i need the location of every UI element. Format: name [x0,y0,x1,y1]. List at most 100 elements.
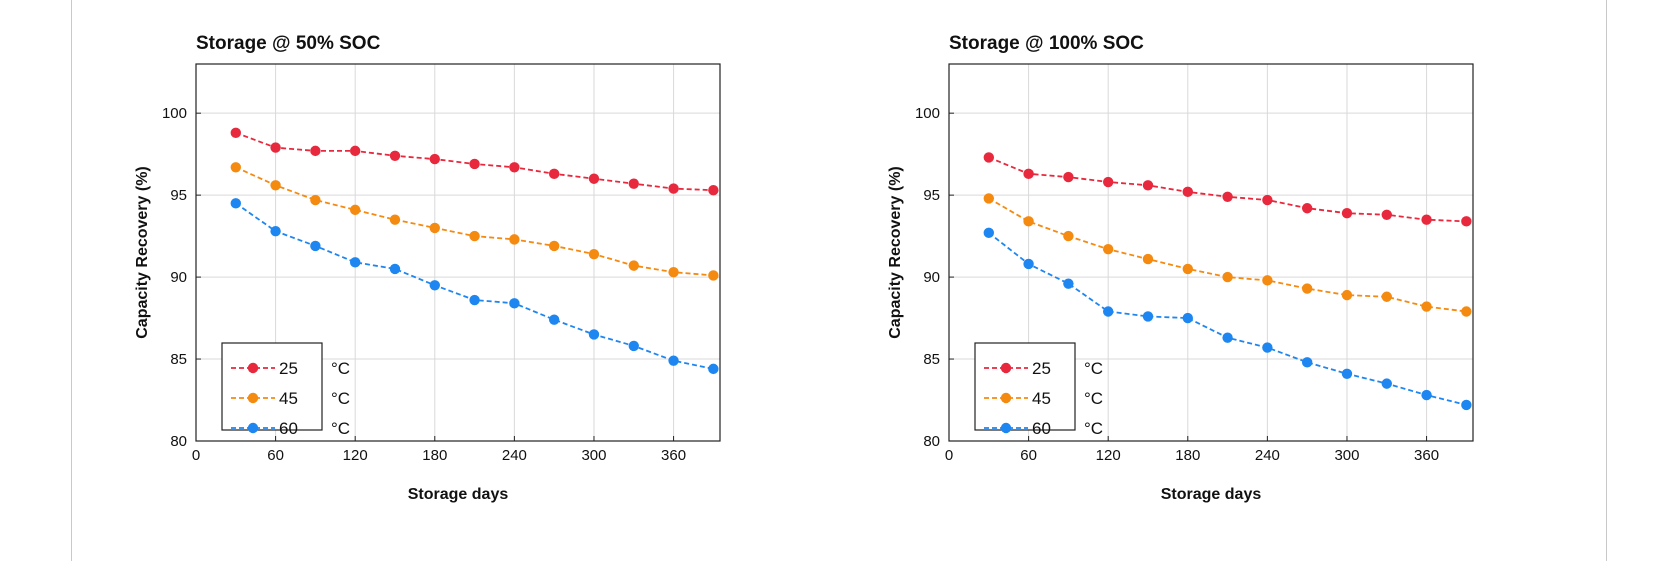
data-point-45 [1063,230,1074,242]
plot-area [948,63,1474,442]
legend-marker-45 [247,392,259,404]
chart-title: Storage @ 50% SOC [196,33,381,54]
data-point-60 [708,363,719,375]
data-point-60 [628,340,639,352]
data-point-45 [310,194,321,206]
data-point-25 [1341,207,1353,219]
data-point-25 [588,173,600,184]
y-tick-label: 90 [923,269,940,286]
legend-box [221,342,323,431]
data-point-60 [588,329,600,340]
y-tick-label: 85 [170,351,187,368]
data-point-45 [270,180,281,191]
legend-label-25: 25 [279,359,298,378]
data-point-60 [1421,389,1432,401]
data-point-25 [628,178,639,189]
data-point-45 [1142,253,1154,265]
data-point-45 [230,162,241,173]
x-tick-label: 120 [1096,447,1121,464]
y-tick-label: 80 [170,433,187,450]
y-tick-label: 100 [915,105,940,122]
data-point-60 [270,225,281,237]
data-point-60 [1222,332,1233,343]
legend-unit-25: °C [1084,359,1103,378]
data-point-25 [1222,191,1233,202]
data-point-60 [1341,368,1353,379]
data-point-25 [1182,186,1193,198]
data-point-45 [1381,291,1392,302]
data-point-60 [509,298,520,309]
x-tick-label: 120 [343,447,368,464]
data-point-25 [1421,214,1432,225]
y-tick-label: 90 [170,269,187,286]
legend-label-45: 45 [279,389,298,408]
data-point-60 [1381,378,1392,389]
y-tick-label: 100 [162,105,187,122]
legend-unit-60: °C [1084,419,1103,438]
data-point-45 [429,222,440,234]
data-point-25 [1023,168,1034,180]
data-point-25 [548,168,560,180]
data-point-60 [429,280,440,291]
legend-marker-60 [1000,422,1012,434]
legend-marker-45 [1000,392,1012,404]
legend-label-45: 45 [1032,389,1051,408]
data-point-45 [588,248,600,260]
y-axis-label: Capacity Recovery (%) [887,166,904,339]
data-point-25 [469,158,480,170]
x-tick-label: 0 [945,447,953,464]
y-axis-label: Capacity Recovery (%) [134,166,151,339]
chart-title: Storage @ 100% SOC [949,33,1144,54]
y-tick-label: 95 [923,187,940,204]
y-tick-label: 85 [923,351,940,368]
legend-label-60: 60 [279,419,298,438]
x-tick-label: 60 [267,447,284,464]
data-point-25 [389,150,401,161]
data-point-45 [1222,271,1233,283]
data-point-45 [1341,289,1353,301]
legend-marker-25 [247,362,259,374]
legend-unit-45: °C [1084,389,1103,408]
data-point-25 [708,185,719,196]
legend-box [974,342,1076,431]
data-point-45 [1023,216,1034,227]
data-point-25 [1063,171,1074,183]
x-tick-label: 300 [1334,447,1359,464]
x-tick-label: 300 [581,447,606,464]
data-point-25 [429,153,440,165]
data-point-60 [1142,311,1154,322]
data-point-60 [1262,342,1273,353]
data-point-25 [668,183,679,194]
data-point-25 [1381,209,1392,220]
x-tick-label: 180 [422,447,447,464]
x-axis-label: Storage days [408,486,509,503]
legend-marker-25 [1000,362,1012,374]
legend-unit-45: °C [331,389,350,408]
data-point-25 [1301,203,1313,214]
data-point-60 [1182,312,1193,324]
data-point-25 [349,145,361,157]
series-line-25 [988,156,1467,223]
x-tick-label: 240 [1255,447,1280,464]
data-point-60 [1063,278,1074,289]
data-point-45 [1421,301,1432,312]
data-point-60 [349,257,361,268]
data-point-45 [668,266,679,278]
data-point-60 [1461,399,1472,411]
chart-storage-50-soc: Storage @ 50% SOC 0 60 120 180 240 300 360 80 85 9… [134,33,721,503]
chart-storage-100-soc: Storage @ 100% SOC 0 60 120 180 240 300 360 80 85… [887,33,1474,503]
data-point-45 [708,270,719,281]
data-point-45 [983,193,994,204]
legend-label-25: 25 [1032,359,1051,378]
x-tick-label: 360 [1414,447,1439,464]
data-point-45 [1102,244,1114,255]
legend-unit-60: °C [331,419,350,438]
y-tick-label: 95 [170,187,187,204]
data-point-25 [310,145,321,157]
series-line-45 [235,166,714,277]
x-axis-label: Storage days [1161,486,1262,503]
data-point-60 [389,263,401,275]
data-point-60 [983,227,994,239]
data-point-60 [469,294,480,306]
x-tick-label: 180 [1175,447,1200,464]
